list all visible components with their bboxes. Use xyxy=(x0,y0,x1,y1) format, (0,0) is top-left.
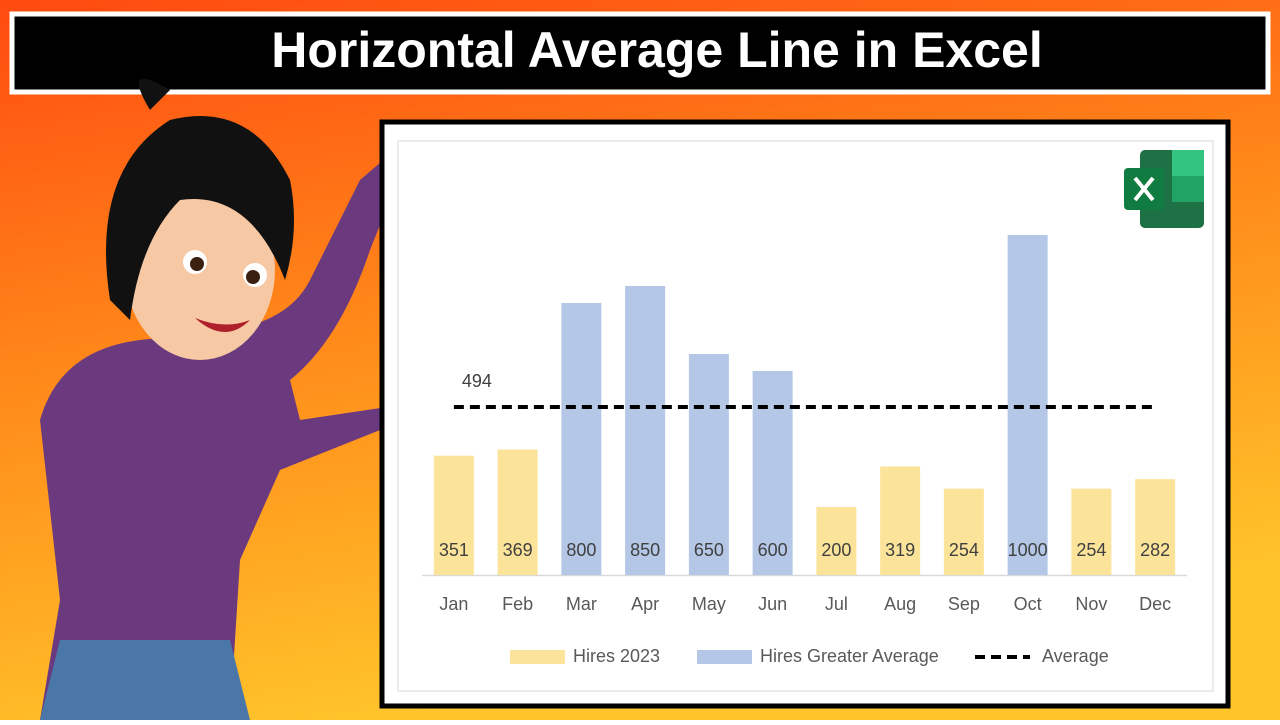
excel-icon xyxy=(1124,150,1204,228)
data-label: 650 xyxy=(694,540,724,560)
x-tick-label: May xyxy=(692,594,726,614)
x-tick-label: Oct xyxy=(1014,594,1042,614)
data-label: 800 xyxy=(566,540,596,560)
data-label: 282 xyxy=(1140,540,1170,560)
title: Horizontal Average Line in Excel xyxy=(271,22,1043,78)
legend-label: Hires 2023 xyxy=(573,646,660,666)
data-label: 254 xyxy=(1076,540,1106,560)
bar xyxy=(433,455,474,575)
legend-swatch xyxy=(510,650,565,664)
legend-label: Hires Greater Average xyxy=(760,646,939,666)
data-label: 600 xyxy=(758,540,788,560)
x-tick-label: Jan xyxy=(439,594,468,614)
title-bar xyxy=(9,11,1271,95)
data-label: 850 xyxy=(630,540,660,560)
data-label: 1000 xyxy=(1008,540,1048,560)
chart-frame xyxy=(379,119,1231,709)
x-tick-label: Jun xyxy=(758,594,787,614)
x-tick-label: Nov xyxy=(1075,594,1107,614)
bar xyxy=(1007,235,1048,575)
x-tick-label: Feb xyxy=(502,594,533,614)
bar xyxy=(1135,479,1176,575)
x-tick-label: Aug xyxy=(884,594,916,614)
bar xyxy=(816,507,857,575)
bar xyxy=(943,488,984,575)
data-label: 494 xyxy=(462,371,492,391)
legend-swatch xyxy=(697,650,752,664)
x-tick-label: Apr xyxy=(631,594,659,614)
x-tick-label: Sep xyxy=(948,594,980,614)
x-tick-label: Mar xyxy=(566,594,597,614)
x-tick-label: Jul xyxy=(825,594,848,614)
data-label: 254 xyxy=(949,540,979,560)
x-tick-label: Dec xyxy=(1139,594,1171,614)
data-label: 319 xyxy=(885,540,915,560)
bar xyxy=(497,449,538,575)
bar xyxy=(1071,488,1112,575)
bar xyxy=(880,466,921,575)
bar xyxy=(752,371,793,575)
data-label: 351 xyxy=(439,540,469,560)
data-label: 369 xyxy=(503,540,533,560)
plot-border xyxy=(397,140,1214,692)
bar xyxy=(561,303,602,575)
legend-label: Average xyxy=(1042,646,1109,666)
character xyxy=(40,78,405,720)
bar xyxy=(625,286,666,575)
bar xyxy=(688,354,729,575)
data-label: 200 xyxy=(821,540,851,560)
